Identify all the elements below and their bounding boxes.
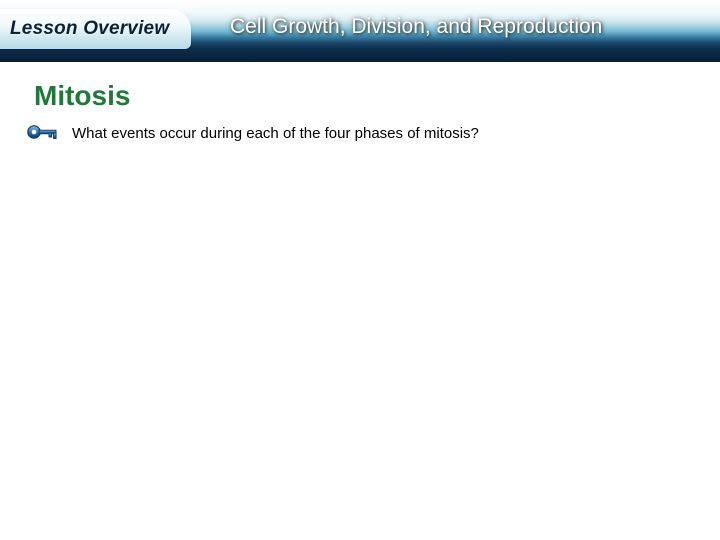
- key-question-text: What events occur during each of the fou…: [72, 124, 479, 144]
- chapter-title: Cell Growth, Division, and Reproduction: [230, 15, 602, 39]
- lesson-overview-label: Lesson Overview: [10, 18, 169, 40]
- lesson-tab: Lesson Overview: [0, 9, 191, 49]
- key-question-row: What events occur during each of the fou…: [26, 124, 479, 145]
- key-icon: [26, 124, 60, 145]
- header-band: Lesson Overview Cell Growth, Division, a…: [0, 0, 720, 62]
- section-title: Mitosis: [34, 80, 130, 112]
